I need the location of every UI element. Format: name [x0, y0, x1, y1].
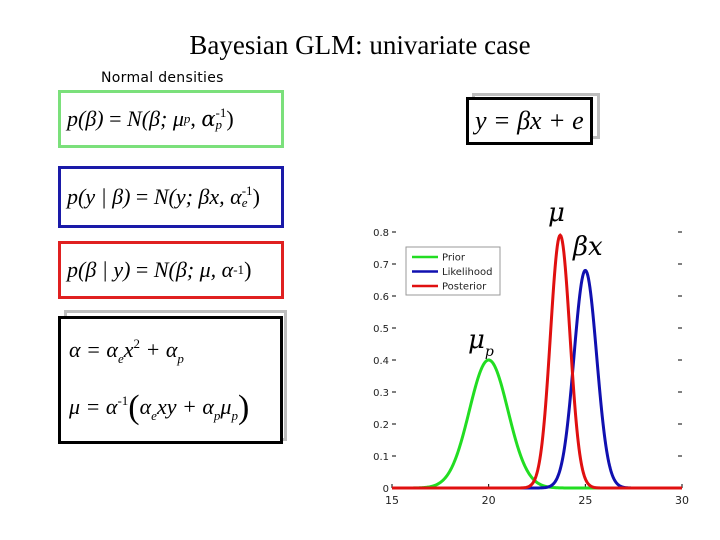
- likelihood-rhs: N(y; βx, α: [153, 184, 242, 209]
- beta-x-annotation: βx: [573, 232, 603, 262]
- y-tick-label: 0.8: [373, 228, 389, 239]
- y-tick-label: 0.4: [373, 356, 389, 367]
- x-tick-label: 20: [482, 494, 496, 507]
- posterior-parameters-box: α = αex2 + αp μ = α-1(αexy + αpμp): [58, 316, 283, 444]
- legend-entry: Posterior: [442, 282, 487, 293]
- model-equation-box: y = βx + e: [466, 97, 593, 145]
- y-tick-label: 0: [383, 484, 389, 495]
- chart-legend: Prior Likelihood Posterior: [405, 246, 501, 296]
- series-line-posterior: [392, 233, 682, 490]
- legend-entry: Prior: [442, 253, 466, 264]
- model-equation: y = βx + e: [475, 106, 584, 135]
- posterior-lhs: p(β | y): [67, 257, 131, 282]
- chart-curves: [392, 233, 682, 490]
- y-tick-label: 0.5: [373, 324, 389, 335]
- y-tick-label: 0.3: [373, 388, 389, 399]
- series-line-likelihood: [392, 268, 682, 490]
- prior-rhs: N(β; μ: [127, 106, 184, 131]
- likelihood-equation-box: p(y | β) = N(y; βx, α -1 e): [58, 166, 284, 228]
- mu-annotation: μ: [548, 198, 565, 228]
- mu-p-annotation: μp: [468, 325, 494, 360]
- legend-entry: Likelihood: [442, 267, 492, 278]
- y-tick-label: 0.6: [373, 292, 389, 303]
- x-tick-label: 30: [675, 494, 689, 507]
- mu-equation: μ = α-1(αexy + αpμp): [69, 389, 250, 426]
- y-tick-label: 0.2: [373, 420, 389, 431]
- posterior-rhs: N(β; μ, α: [153, 257, 234, 282]
- prior-lhs: p(β): [67, 106, 104, 131]
- slide-title: Bayesian GLM: univariate case: [189, 30, 531, 60]
- y-tick-label: 0.7: [373, 260, 389, 271]
- slide-subtitle: Normal densities: [101, 70, 224, 86]
- alpha-equation: α = αex2 + αp: [69, 336, 184, 366]
- x-tick-label: 15: [385, 494, 399, 507]
- y-tick-label: 0.1: [373, 452, 389, 463]
- likelihood-lhs: p(y | β): [67, 184, 131, 209]
- posterior-equation-box: p(β | y) = N(β; μ, α -1): [58, 241, 284, 299]
- x-tick-label: 25: [578, 494, 592, 507]
